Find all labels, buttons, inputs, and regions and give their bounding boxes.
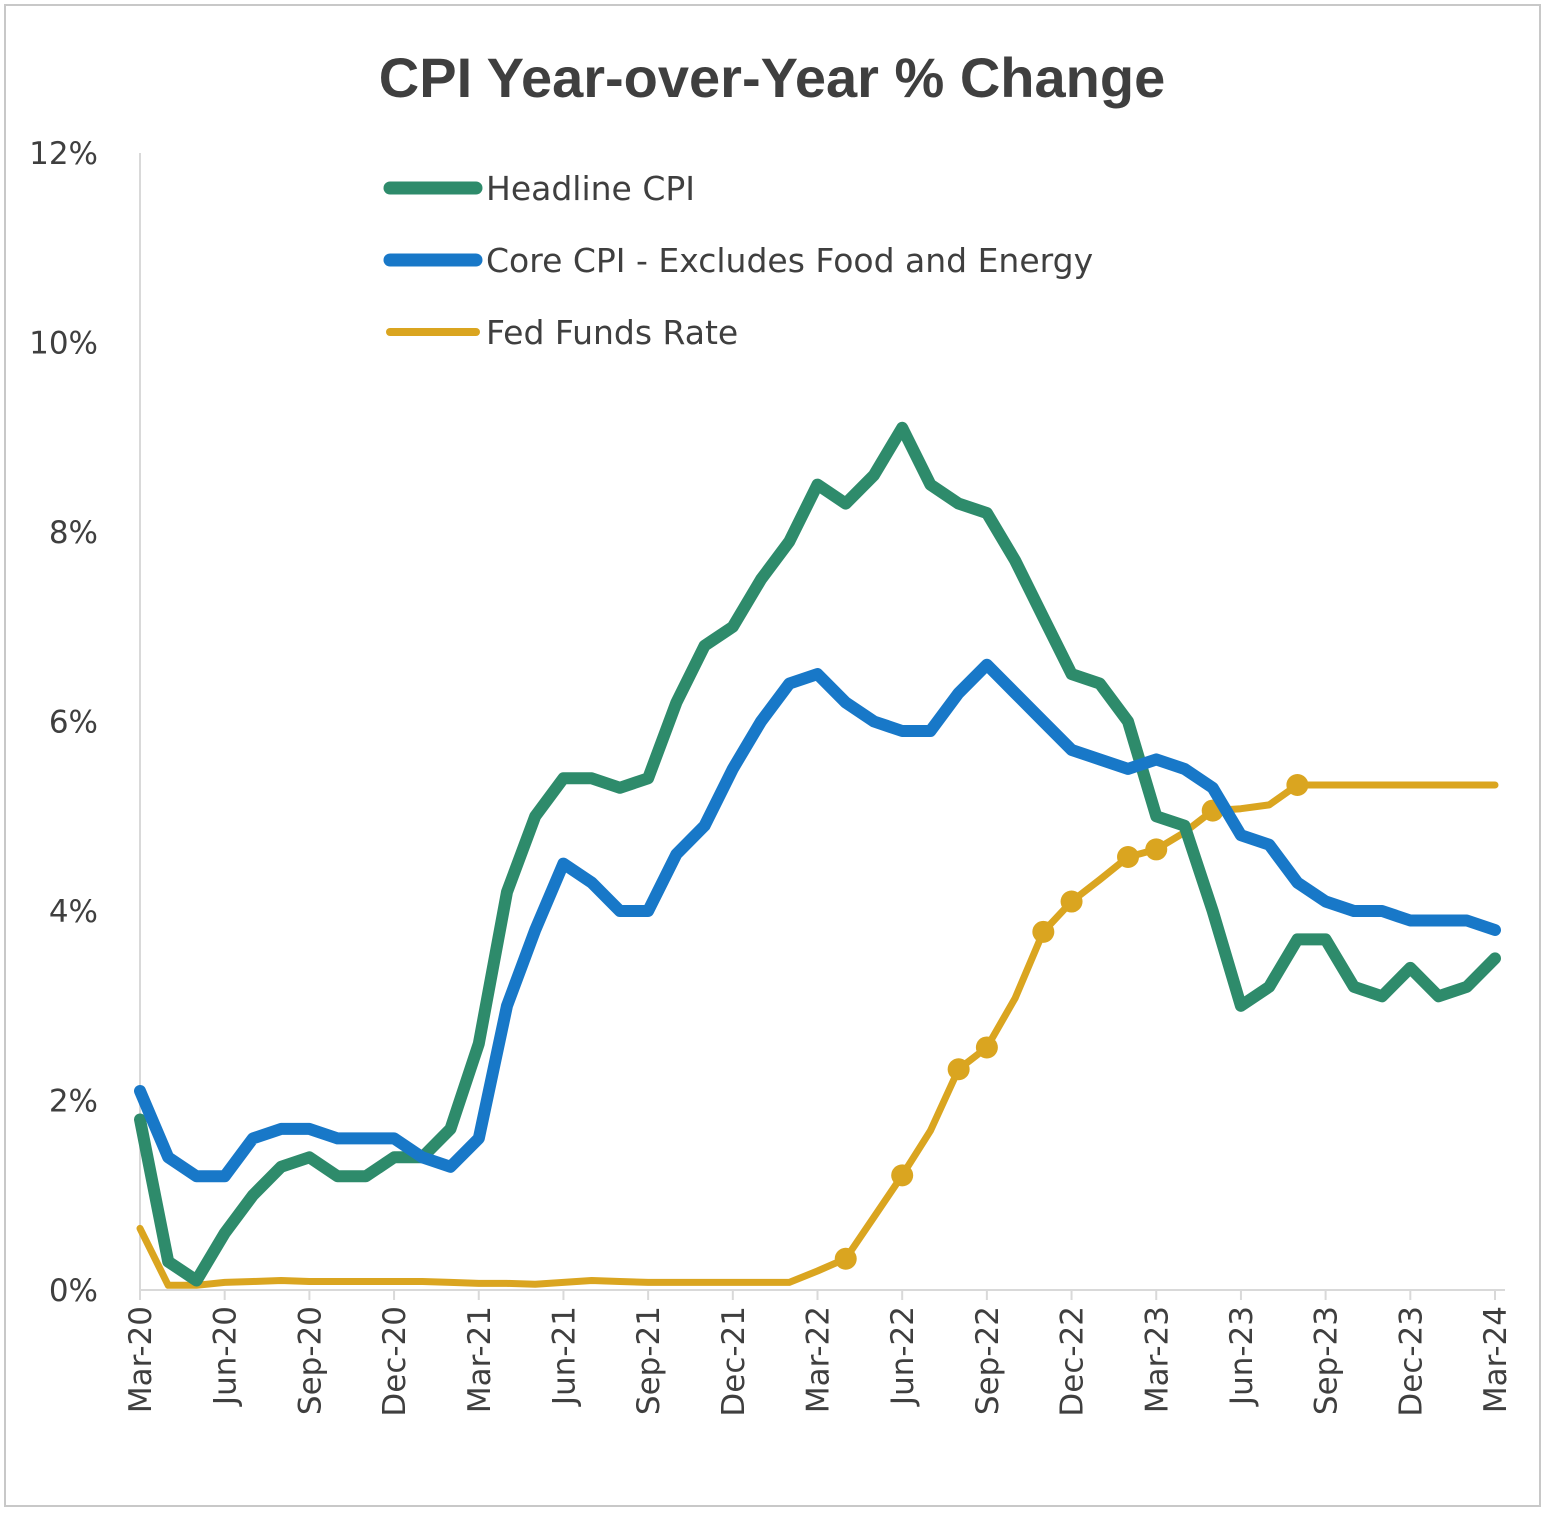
- x-tick-label: Jun-21: [546, 1306, 582, 1407]
- y-tick-label: 8%: [49, 515, 98, 551]
- series-core-cpi-excludes-food-and-energy: [134, 658, 1501, 1183]
- y-tick-label: 0%: [49, 1273, 98, 1309]
- x-tick-label: Mar-20: [123, 1306, 159, 1413]
- data-point-marker: [1145, 838, 1168, 861]
- y-tick-label: 6%: [49, 705, 98, 741]
- x-tick-label: Mar-21: [462, 1306, 498, 1413]
- x-tick-label: Mar-24: [1478, 1306, 1514, 1413]
- y-tick-label: 2%: [49, 1084, 98, 1120]
- y-tick-label: 10%: [29, 326, 98, 362]
- data-point-marker: [975, 1036, 998, 1059]
- legend: Headline CPI Core CPI - Excludes Food and…: [383, 169, 1093, 352]
- series-fed-funds-rate: [136, 773, 1499, 1289]
- x-axis: Mar-20 Jun-20 Sep-20 Dec-20 Mar-21 Jun-21 Sep-…: [123, 1289, 1514, 1417]
- series-headline-cpi: [134, 421, 1501, 1287]
- data-point-marker: [891, 1164, 914, 1187]
- y-axis: 0% 2% 4% 6% 8% 10% 12%: [29, 136, 141, 1309]
- x-tick-label: Dec-20: [377, 1306, 413, 1417]
- legend-label: Core CPI - Excludes Food and Energy: [486, 241, 1093, 280]
- data-point-marker: [1032, 920, 1055, 943]
- series-line: [134, 421, 1501, 1287]
- x-tick-label: Sep-23: [1309, 1306, 1345, 1415]
- x-tick-label: Dec-21: [716, 1306, 752, 1417]
- legend-label: Fed Funds Rate: [486, 313, 738, 352]
- data-point-marker: [947, 1058, 970, 1081]
- data-point-marker: [1117, 845, 1140, 868]
- x-tick-label: Jun-23: [1224, 1306, 1260, 1407]
- data-point-marker: [1286, 773, 1309, 796]
- x-tick-label: Jun-20: [208, 1306, 244, 1407]
- x-tick-label: Jun-22: [885, 1306, 921, 1407]
- x-tick-label: Mar-22: [801, 1306, 837, 1413]
- series-layer: [134, 421, 1501, 1289]
- y-tick-label: 12%: [29, 136, 98, 172]
- x-tick-label: Sep-21: [631, 1306, 667, 1415]
- chart-frame: [4, 4, 1541, 1507]
- x-tick-label: Dec-22: [1055, 1306, 1091, 1417]
- x-tick-label: Sep-20: [292, 1306, 328, 1415]
- data-point-marker: [834, 1247, 857, 1270]
- x-tick-label: Mar-23: [1139, 1306, 1175, 1413]
- series-line: [134, 658, 1501, 1183]
- chart-title: CPI Year-over-Year % Change: [379, 46, 1165, 109]
- x-tick-label: Sep-22: [970, 1306, 1006, 1415]
- x-tick-label: Dec-23: [1393, 1306, 1429, 1417]
- legend-label: Headline CPI: [486, 169, 695, 208]
- series-line: [136, 781, 1499, 1289]
- data-point-marker: [1060, 890, 1083, 913]
- y-tick-label: 4%: [49, 894, 98, 930]
